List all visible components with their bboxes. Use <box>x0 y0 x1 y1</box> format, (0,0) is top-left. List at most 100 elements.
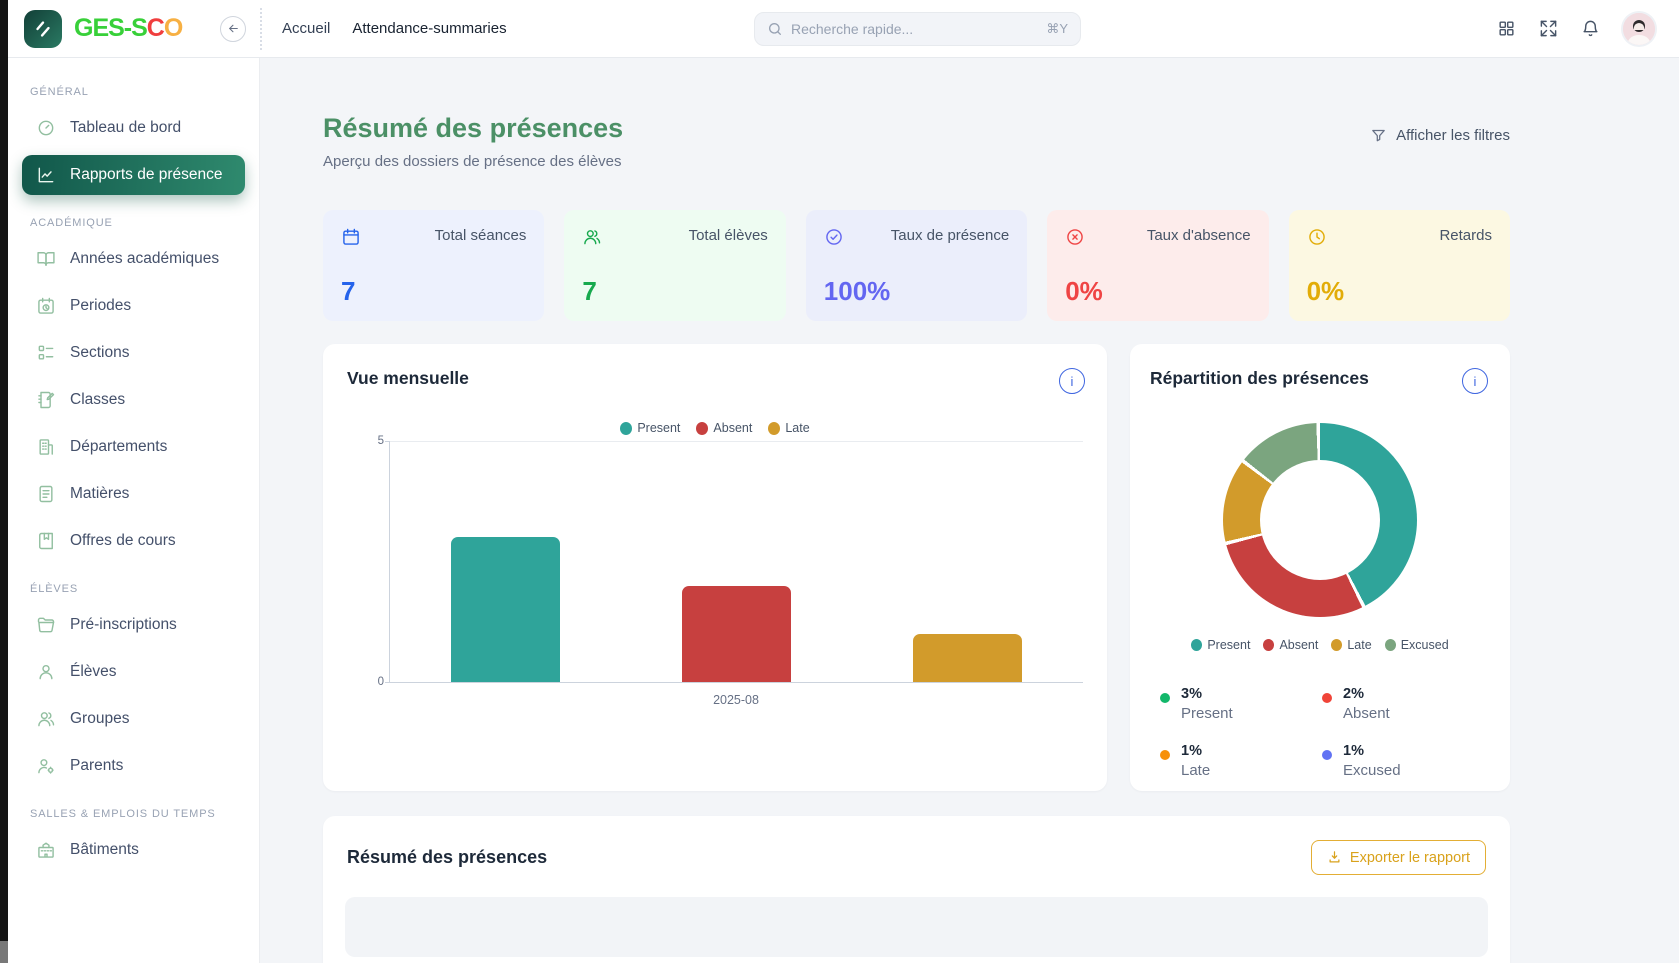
legend-label: Present <box>1207 638 1251 652</box>
bar-late <box>912 633 1023 682</box>
legend-label: Late <box>785 421 810 435</box>
breadcrumb-item[interactable]: Accueil <box>282 20 331 37</box>
donut-stats: 3% Present 2% Absent 1% Late 1% Excused <box>1160 686 1484 779</box>
legend-item: Absent <box>1263 638 1318 652</box>
stat-card-clock: Retards 0% <box>1288 210 1510 321</box>
apps-grid-icon[interactable] <box>1497 19 1516 38</box>
brand-segment: C <box>146 14 165 42</box>
folder-open-icon <box>36 615 56 635</box>
sidebar-item-pre-inscriptions[interactable]: Pré-inscriptions <box>22 605 245 645</box>
stat-card-value: 100% <box>823 276 891 306</box>
arrow-left-icon <box>228 24 238 33</box>
stat-card-calendar: Total séances 7 <box>323 210 545 321</box>
summary-table-header <box>345 897 1488 957</box>
sidebar-item-label: Bâtiments <box>70 841 139 858</box>
info-icon[interactable]: i <box>1059 368 1085 394</box>
bar-chart-legend: Present Absent Late <box>347 421 1083 435</box>
brand-segment: GES-S <box>74 14 148 42</box>
sidebar-nav: GÉNÉRAL Tableau de bord Rapports de présen… <box>8 58 260 963</box>
show-filters-button[interactable]: Afficher les filtres <box>1370 127 1510 144</box>
header-divider <box>260 7 262 50</box>
legend-dot <box>620 421 633 435</box>
donut-stat-present: 3% Present <box>1160 686 1322 722</box>
topbar: Accueil Attendance-summaries ⌘Y <box>260 0 1679 58</box>
sidebar-item-parents[interactable]: Parents <box>22 746 245 786</box>
sidebar-item-label: Parents <box>70 757 124 774</box>
stat-card-value: 0% <box>1065 276 1103 306</box>
sidebar-item-groupes[interactable]: Groupes <box>22 699 245 739</box>
fullscreen-icon[interactable] <box>1539 19 1558 38</box>
stat-card-label: Taux d'absence <box>1146 227 1251 244</box>
legend-dot <box>1384 639 1396 651</box>
brand-segment: O <box>163 14 183 42</box>
brand-name: GES-SCO <box>74 14 183 43</box>
stat-label: Excused <box>1343 762 1401 779</box>
legend-item: Present <box>620 421 680 435</box>
legend-label: Excused <box>1400 638 1449 652</box>
stat-percentage: 1% <box>1343 743 1364 759</box>
bar-absent <box>681 585 792 682</box>
school-icon <box>36 840 56 860</box>
legend-label: Absent <box>713 421 753 435</box>
brand-logo-icon <box>24 9 62 48</box>
main-content: Résumé des présences Aperçu des dossiers… <box>260 58 1679 963</box>
sidebar-item-tableau-de-bord[interactable]: Tableau de bord <box>22 108 245 148</box>
sidebar-item-matieres[interactable]: Matières <box>22 474 245 514</box>
monthly-view-card: Vue mensuelle i Present Absent Late 5 0 20… <box>323 344 1107 791</box>
sidebar-collapse-button[interactable] <box>220 15 246 42</box>
book-open-icon <box>36 249 56 269</box>
stat-percentage: 1% <box>1181 743 1202 759</box>
clock-icon <box>1307 227 1327 247</box>
sidebar-item-classes[interactable]: Classes <box>22 380 245 420</box>
sidebar-item-label: Periodes <box>70 297 132 314</box>
stat-dot <box>1322 750 1332 760</box>
sidebar-item-batiments[interactable]: Bâtiments <box>22 830 245 870</box>
stats-row: Total séances 7 Total élèves 7 Taux de prése… <box>323 210 1510 321</box>
sidebar-item-eleves[interactable]: Élèves <box>22 652 245 692</box>
sidebar-section-label: ÉLÈVES <box>30 583 79 595</box>
legend-item: Absent <box>696 421 752 435</box>
stat-card-check-circle: Taux de présence 100% <box>805 210 1028 321</box>
search-input[interactable] <box>791 21 1039 37</box>
sidebar-item-annees-academiques[interactable]: Années académiques <box>22 239 245 279</box>
sidebar-section-label: ACADÉMIQUE <box>30 217 113 229</box>
sidebar-item-label: Années académiques <box>70 250 220 267</box>
stat-card-value: 7 <box>582 276 597 306</box>
stat-card-label: Retards <box>1439 227 1492 244</box>
file-text-icon <box>36 484 56 504</box>
sidebar-item-periodes[interactable]: Periodes <box>22 286 245 326</box>
stat-percentage: 2% <box>1343 686 1364 702</box>
donut-stat-late: 1% Late <box>1160 743 1322 779</box>
stat-dot <box>1322 693 1332 703</box>
window-edge <box>0 0 8 963</box>
bar-chart-plot: 5 0 <box>378 435 1083 688</box>
legend-dot <box>768 421 781 435</box>
stat-card-label: Total séances <box>434 227 527 244</box>
calendar-icon <box>341 227 361 247</box>
user-avatar[interactable] <box>1623 12 1655 45</box>
attendance-summary-card: Résumé des présences Exporter le rapport <box>323 816 1510 963</box>
breadcrumb-item[interactable]: Attendance-summaries <box>352 20 507 37</box>
sidebar-section-label: SALLES & EMPLOIS DU TEMPS <box>30 808 216 820</box>
legend-item: Present <box>1191 638 1250 652</box>
sidebar-item-sections[interactable]: Sections <box>22 333 245 373</box>
donut-chart <box>1223 423 1417 617</box>
legend-dot <box>696 421 709 435</box>
x-circle-icon <box>1065 227 1085 247</box>
info-icon[interactable]: i <box>1462 368 1488 394</box>
show-filters-label: Afficher les filtres <box>1396 127 1510 144</box>
stat-label: Late <box>1181 762 1211 779</box>
y-axis-tick: 0 <box>377 676 384 688</box>
global-search[interactable]: ⌘Y <box>754 12 1081 46</box>
bell-icon[interactable] <box>1581 19 1600 38</box>
sidebar-item-label: Sections <box>70 344 130 361</box>
export-report-button[interactable]: Exporter le rapport <box>1310 840 1486 875</box>
donut-stat-absent: 2% Absent <box>1322 686 1484 722</box>
sidebar-item-departements[interactable]: Départements <box>22 427 245 467</box>
users-icon <box>36 709 56 729</box>
stat-label: Present <box>1181 705 1233 722</box>
sidebar-item-rapports-de-presence[interactable]: Rapports de présence <box>22 155 245 195</box>
donut-stat-excused: 1% Excused <box>1322 743 1484 779</box>
search-shortcut: ⌘Y <box>1046 21 1068 36</box>
sidebar-item-offres-de-cours[interactable]: Offres de cours <box>22 521 245 561</box>
